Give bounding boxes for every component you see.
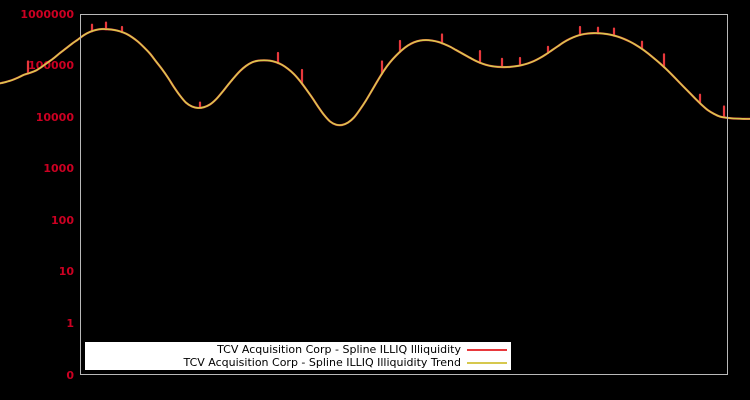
y-axis-tick-label: 1000000 [20, 7, 74, 21]
chart-legend: TCV Acquisition Corp - Spline ILLIQ Illi… [85, 342, 511, 370]
y-axis-tick-label: 1000 [43, 162, 74, 175]
y-axis-tick-label: 10 [58, 265, 74, 278]
y-axis-tick-label: 1 [66, 316, 74, 330]
legend-label-illiquidity-trend: TCV Acquisition Corp - Spline ILLIQ Illi… [183, 355, 462, 369]
legend-entry-illiquidity: TCV Acquisition Corp - Spline ILLIQ Illi… [85, 343, 507, 356]
chart-plot-area [0, 21, 750, 127]
y-axis: 1000000 100000 10000 1000 100 10 1 0 [0, 0, 74, 400]
y-axis-tick-label: 0 [66, 368, 74, 382]
legend-swatch-illiquidity [467, 348, 507, 351]
legend-entry-illiquidity-trend: TCV Acquisition Corp - Spline ILLIQ Illi… [85, 356, 507, 369]
y-axis-tick-label: 100 [51, 213, 74, 227]
y-axis-tick-label: 10000 [35, 110, 74, 124]
plot-frame-border [80, 14, 728, 375]
legend-label-illiquidity: TCV Acquisition Corp - Spline ILLIQ Illi… [217, 342, 461, 356]
y-axis-tick-label: 100000 [28, 59, 74, 72]
series-line-illiquidity-trend [0, 28, 750, 126]
legend-swatch-illiquidity-trend [467, 361, 507, 364]
